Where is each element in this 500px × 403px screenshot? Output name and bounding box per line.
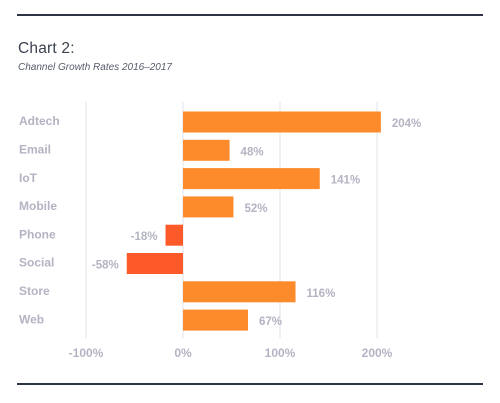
bar-mobile (183, 196, 234, 218)
bar-store (183, 281, 296, 303)
bar-phone (165, 224, 183, 246)
value-label: 141% (331, 175, 360, 187)
bar-social (126, 253, 183, 274)
value-label: 52% (244, 203, 267, 215)
value-label: 204% (392, 118, 421, 130)
value-label: -18% (131, 231, 158, 243)
category-label: Adtech (19, 114, 60, 128)
category-label: Mobile (19, 199, 57, 213)
category-label: Store (19, 284, 50, 298)
chart-subtitle: Channel Growth Rates 2016–2017 (18, 62, 172, 73)
x-tick-label: -100% (69, 346, 104, 360)
category-label: Web (19, 312, 44, 326)
value-label: 67% (259, 316, 282, 328)
value-label: 48% (241, 146, 264, 158)
bar-web (183, 309, 248, 331)
x-tick-label: 100% (265, 346, 296, 360)
x-tick-label: 200% (362, 346, 393, 360)
x-tick-label: 0% (174, 346, 192, 360)
bar-iot (183, 168, 320, 190)
bar-adtech (183, 111, 381, 133)
category-label: Email (19, 142, 51, 156)
value-label: -58% (92, 260, 119, 272)
top-rule (17, 14, 483, 16)
chart-title: Chart 2: (18, 40, 75, 57)
bottom-rule (17, 383, 483, 385)
category-label: Phone (19, 227, 56, 241)
bar-email (183, 139, 230, 161)
value-label: 116% (307, 288, 336, 300)
category-label: Social (19, 256, 54, 270)
category-label: IoT (19, 171, 38, 185)
